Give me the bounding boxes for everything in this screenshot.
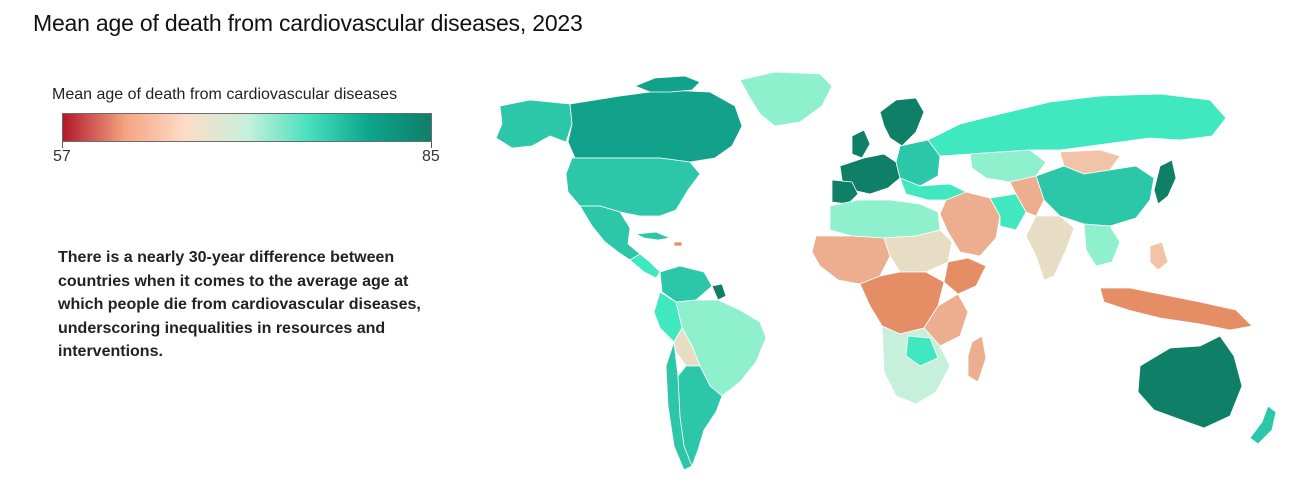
annotation-text: There is a nearly 30-year difference bet… xyxy=(58,249,421,360)
world-choropleth-map xyxy=(495,71,1277,471)
region-uk-ireland xyxy=(851,129,871,159)
chart-title: Mean age of death from cardiovascular di… xyxy=(33,10,583,36)
region-canada xyxy=(567,89,743,163)
region-horn-of-africa xyxy=(943,257,987,295)
legend-max-label: 85 xyxy=(422,148,440,165)
region-north-africa xyxy=(829,199,941,239)
region-japan-korea xyxy=(1153,159,1177,205)
region-iberia xyxy=(831,179,859,205)
region-indonesia xyxy=(1099,287,1253,331)
legend-min-label: 57 xyxy=(53,148,71,165)
region-venezuela-colombia xyxy=(659,265,713,303)
region-mozambique-zambia xyxy=(905,335,939,367)
region-middle-east xyxy=(939,191,1001,257)
region-argentina xyxy=(677,365,723,467)
region-india xyxy=(1025,215,1075,281)
region-arctic-islands xyxy=(634,75,701,93)
legend-ticks: 57 85 xyxy=(52,142,444,165)
region-usa xyxy=(565,157,701,217)
region-philippines xyxy=(1149,241,1169,271)
legend-title: Mean age of death from cardiovascular di… xyxy=(52,86,398,103)
region-southeast-asia xyxy=(1083,223,1121,267)
region-russia xyxy=(927,93,1227,157)
region-guianas xyxy=(711,283,727,301)
region-alaska xyxy=(495,99,573,149)
region-central-america xyxy=(629,253,661,279)
region-new-zealand xyxy=(1249,405,1277,445)
region-australia xyxy=(1137,335,1243,429)
legend-gradient-bar xyxy=(62,113,432,142)
region-madagascar xyxy=(967,335,987,383)
region-scandinavia xyxy=(879,97,925,147)
region-cuba xyxy=(635,231,671,241)
color-legend: Mean age of death from cardiovascular di… xyxy=(52,86,444,165)
region-greenland xyxy=(739,71,833,127)
region-caribbean xyxy=(673,241,683,247)
